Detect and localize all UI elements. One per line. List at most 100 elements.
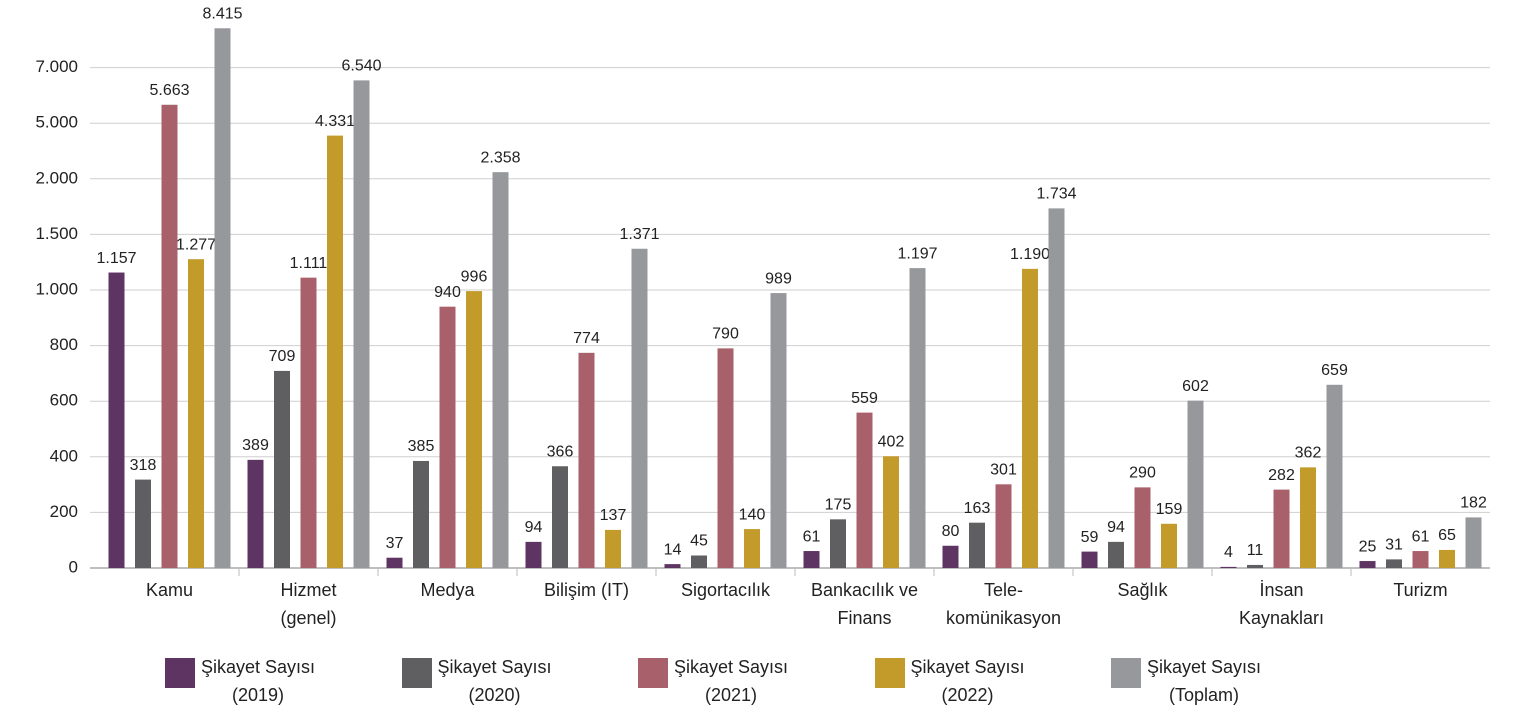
bar xyxy=(856,412,873,568)
value-label: 1.190 xyxy=(1010,246,1050,263)
x-tick-label: Hizmet (genel) xyxy=(280,580,337,628)
value-label: 61 xyxy=(1412,528,1430,545)
value-label: 61 xyxy=(803,528,821,545)
x-tick-label: Sigortacılık xyxy=(680,580,771,600)
bar xyxy=(1300,467,1316,568)
bar xyxy=(214,28,231,568)
bar xyxy=(188,259,204,568)
bar xyxy=(803,551,820,568)
value-label: 366 xyxy=(547,443,574,460)
bar xyxy=(1247,564,1263,568)
value-label: 940 xyxy=(434,284,461,301)
bar xyxy=(995,484,1012,568)
value-label: 59 xyxy=(1081,529,1099,546)
y-tick-label: 1.000 xyxy=(35,279,78,298)
value-label: 175 xyxy=(825,497,852,514)
bar xyxy=(413,460,429,568)
bar xyxy=(578,352,595,568)
bar xyxy=(1439,549,1455,568)
bar xyxy=(744,529,760,568)
bar xyxy=(717,348,734,568)
bar xyxy=(883,456,899,568)
x-tick-label: Bankacılık ve Finans xyxy=(810,580,919,628)
y-tick-label: 200 xyxy=(50,502,78,521)
value-label: 137 xyxy=(600,507,627,524)
value-label: 31 xyxy=(1385,537,1403,554)
value-label: 602 xyxy=(1182,378,1209,395)
value-label: 282 xyxy=(1268,467,1295,484)
bar xyxy=(1220,566,1237,568)
value-label: 385 xyxy=(408,438,435,455)
value-label: 11 xyxy=(1247,542,1264,559)
bar xyxy=(1048,208,1065,568)
value-label: 362 xyxy=(1295,445,1322,462)
legend-label: Şikayet Sayısı (2019) xyxy=(201,657,316,705)
value-label: 1.157 xyxy=(96,250,136,267)
value-label: 1.371 xyxy=(619,226,659,243)
value-label: 37 xyxy=(386,535,404,552)
bar xyxy=(108,272,125,568)
bar xyxy=(664,564,681,568)
legend-label: Şikayet Sayısı (2020) xyxy=(437,657,552,705)
x-tick-label: Turizm xyxy=(1393,580,1448,600)
value-label: 5.663 xyxy=(149,82,189,99)
y-tick-label: 400 xyxy=(50,446,78,465)
legend-swatch xyxy=(401,658,432,688)
bar xyxy=(1187,400,1204,568)
value-label: 790 xyxy=(712,326,739,343)
y-tick-label: 800 xyxy=(50,335,78,354)
value-label: 94 xyxy=(525,519,543,536)
bar xyxy=(830,519,846,568)
value-label: 709 xyxy=(269,348,296,365)
legend-swatch xyxy=(874,658,905,688)
bar xyxy=(353,80,370,568)
bar xyxy=(1326,384,1343,568)
value-label: 163 xyxy=(964,500,991,517)
bar xyxy=(942,545,959,568)
bar xyxy=(770,293,787,568)
y-tick-label: 0 xyxy=(69,557,78,576)
value-label: 14 xyxy=(664,541,682,558)
value-label: 389 xyxy=(242,437,269,454)
legend-swatch xyxy=(638,658,668,688)
legend-swatch xyxy=(1111,658,1141,688)
bar xyxy=(1465,517,1482,568)
x-tick-label: Tele- komünikasyon xyxy=(945,580,1062,628)
legend-swatch xyxy=(165,658,195,688)
value-label: 65 xyxy=(1438,527,1456,544)
value-label: 4 xyxy=(1224,544,1233,561)
value-label: 402 xyxy=(878,433,905,450)
value-label: 8.415 xyxy=(202,5,242,22)
bar xyxy=(1022,268,1038,568)
value-label: 290 xyxy=(1129,465,1156,482)
bar xyxy=(327,135,343,568)
bar xyxy=(691,555,707,568)
value-label: 94 xyxy=(1107,519,1125,536)
bar xyxy=(1081,551,1098,568)
value-label: 318 xyxy=(130,457,157,474)
x-tick-label: Kamu xyxy=(145,580,194,600)
value-label: 159 xyxy=(1156,501,1183,518)
value-label: 989 xyxy=(765,270,792,287)
bar xyxy=(247,459,264,568)
value-label: 1.111 xyxy=(290,255,328,272)
y-tick-label: 7.000 xyxy=(35,57,78,76)
value-label: 1.197 xyxy=(897,245,937,262)
y-tick-label: 2.000 xyxy=(35,168,78,187)
bar xyxy=(135,479,151,568)
bar xyxy=(969,522,985,568)
value-label: 2.358 xyxy=(480,149,520,166)
bar xyxy=(274,370,290,568)
bar xyxy=(1273,489,1290,568)
value-label: 25 xyxy=(1359,538,1377,555)
legend-label: Şikayet Sayısı (Toplam) xyxy=(1147,657,1262,705)
bar xyxy=(631,248,648,568)
bar xyxy=(466,291,482,568)
bar xyxy=(1359,561,1376,568)
value-label: 301 xyxy=(990,462,1017,479)
bar xyxy=(1108,541,1124,568)
value-label: 659 xyxy=(1321,362,1348,379)
y-tick-label: 600 xyxy=(50,391,78,410)
